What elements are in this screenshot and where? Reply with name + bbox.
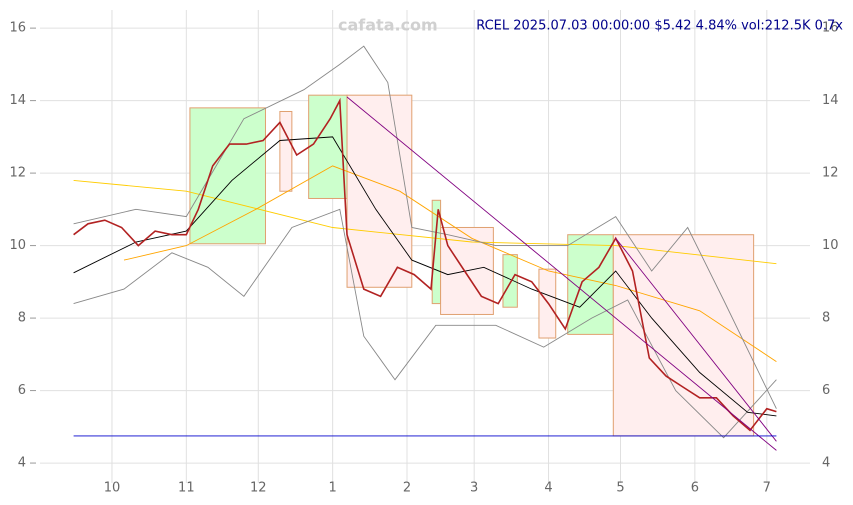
chart-title: RCEL 2025.07.03 00:00:00 $5.42 4.84% vol… (476, 19, 843, 34)
range-box (308, 94, 348, 199)
x-tick-label: 7 (763, 481, 771, 496)
x-tick-label: 1 (329, 481, 337, 496)
range-box (279, 110, 293, 192)
range-box (502, 254, 518, 308)
y-tick-label: 14 (9, 93, 26, 108)
series-line (346, 96, 777, 451)
x-tick-label: 10 (104, 481, 121, 496)
watermark: cafata.com (338, 16, 438, 35)
y-tick-label: 8 (18, 311, 26, 326)
x-tick-label: 6 (691, 481, 699, 496)
y-tick-label: 12 (9, 166, 26, 181)
y2-tick-label: 16 (822, 21, 839, 36)
x-tick-label: 11 (178, 481, 195, 496)
x-tick-label: 4 (544, 481, 552, 496)
y2-tick-label: 4 (822, 456, 830, 471)
range-box (538, 268, 557, 339)
range-box (189, 107, 266, 245)
plot (73, 45, 777, 451)
series-line (73, 136, 777, 417)
y2-tick-label: 8 (822, 311, 830, 326)
series-line (73, 179, 777, 265)
y2-tick-label: 6 (822, 383, 830, 398)
x-tick-label: 5 (616, 481, 624, 496)
series-line (123, 165, 777, 362)
y2-tick-label: 14 (822, 93, 839, 108)
y2-tick-label: 10 (822, 238, 839, 253)
series-line (73, 97, 777, 432)
series-line (615, 238, 777, 442)
range-box (612, 234, 755, 437)
y-tick-label: 4 (18, 456, 26, 471)
x-tick-label: 2 (403, 481, 411, 496)
y-tick-label: 16 (9, 21, 26, 36)
range-box (346, 94, 413, 288)
y-tick-label: 6 (18, 383, 26, 398)
x-tick-label: 12 (250, 481, 267, 496)
x-tick-label: 3 (470, 481, 478, 496)
y-tick-label: 10 (9, 238, 26, 253)
y2-tick-label: 12 (822, 166, 839, 181)
